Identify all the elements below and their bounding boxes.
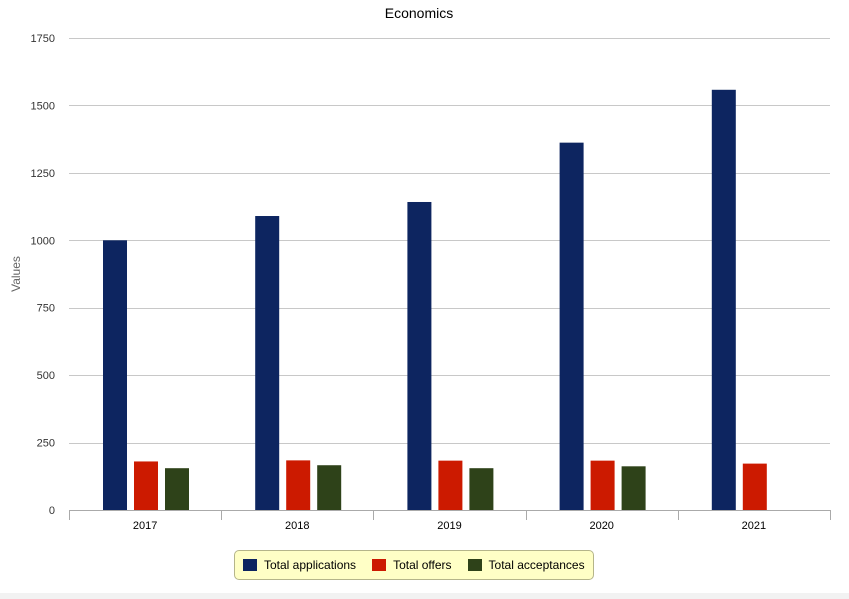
bar-total-applications-2021 <box>711 89 736 510</box>
x-tick-label: 2021 <box>742 520 766 532</box>
y-tick-label: 1250 <box>31 168 55 180</box>
y-tick-label: 1000 <box>31 235 55 247</box>
bar-total-offers-2019 <box>438 460 463 510</box>
legend: Total applications Total offers Total acce… <box>234 550 594 580</box>
footer-strip <box>0 593 849 599</box>
bar-total-applications-2019 <box>407 201 432 511</box>
x-tick-label: 2019 <box>437 520 461 532</box>
legend-item: Total acceptances <box>467 558 585 572</box>
legend-swatch <box>372 559 387 571</box>
y-tick-label: 750 <box>37 303 55 315</box>
y-tick-label: 1500 <box>31 100 55 112</box>
chart-title: Economics <box>385 5 453 21</box>
x-tick-label: 2017 <box>133 520 157 532</box>
bar-total-acceptances-2019 <box>469 468 494 510</box>
bar-total-acceptances-2017 <box>165 468 189 510</box>
x-tick-label: 2018 <box>285 520 309 532</box>
gridlines <box>69 38 830 444</box>
bar-total-offers-2017 <box>134 461 158 510</box>
legend-label: Total applications <box>264 558 357 572</box>
legend-item: Total applications <box>243 558 356 572</box>
bar-total-offers-2021 <box>742 463 767 510</box>
legend-swatch <box>243 559 257 571</box>
x-tick-label: 2020 <box>589 520 613 532</box>
bar-total-applications-2020 <box>559 142 584 510</box>
bar-total-offers-2020 <box>590 460 615 510</box>
y-tick-label: 500 <box>37 370 55 382</box>
legend-item: Total offers <box>372 558 452 572</box>
legend-label: Total offers <box>393 558 452 572</box>
legend-swatch <box>467 559 482 571</box>
y-axis-label: Values <box>9 256 23 292</box>
legend-label: Total acceptances <box>488 558 585 572</box>
bar-total-offers-2018 <box>286 460 311 510</box>
y-tick-label: 0 <box>49 505 55 517</box>
y-tick-label: 1750 <box>31 33 55 45</box>
bars <box>103 89 767 511</box>
bar-total-applications-2017 <box>103 240 127 511</box>
axes: 0 250 500 750 1000 1250 1500 1750 2017 2018 2019 20… <box>31 33 831 532</box>
bar-total-acceptances-2018 <box>317 465 342 510</box>
bar-total-applications-2018 <box>255 216 280 511</box>
y-tick-label: 250 <box>37 438 55 450</box>
bar-total-acceptances-2020 <box>621 466 646 510</box>
